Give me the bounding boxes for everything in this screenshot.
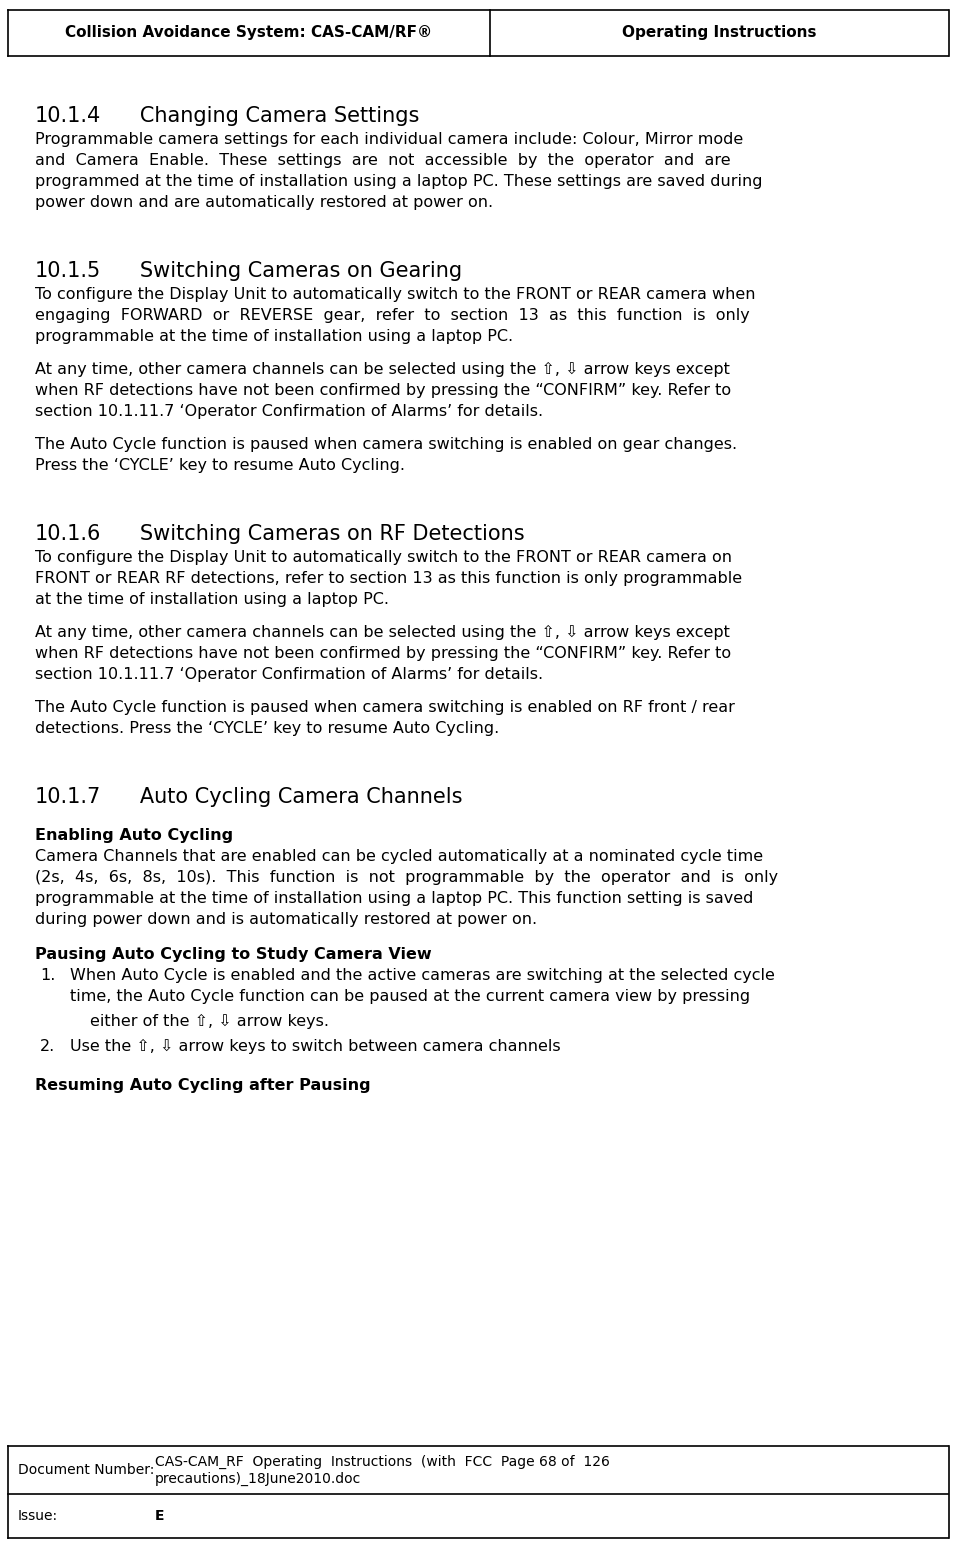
- Text: Use the ⇧, ⇩ arrow keys to switch between camera channels: Use the ⇧, ⇩ arrow keys to switch betwee…: [70, 1039, 561, 1054]
- Text: section 10.1.11.7 ‘Operator Confirmation of Alarms’ for details.: section 10.1.11.7 ‘Operator Confirmation…: [35, 666, 544, 682]
- Text: and  Camera  Enable.  These  settings  are  not  accessible  by  the  operator  : and Camera Enable. These settings are no…: [35, 153, 730, 169]
- Text: programmed at the time of installation using a laptop PC. These settings are sav: programmed at the time of installation u…: [35, 175, 763, 189]
- Text: Issue:: Issue:: [18, 1509, 58, 1523]
- Text: at the time of installation using a laptop PC.: at the time of installation using a lapt…: [35, 592, 389, 608]
- Text: Operating Instructions: Operating Instructions: [622, 25, 816, 40]
- Text: The Auto Cycle function is paused when camera switching is enabled on RF front /: The Auto Cycle function is paused when c…: [35, 700, 735, 714]
- Text: When Auto Cycle is enabled and the active cameras are switching at the selected : When Auto Cycle is enabled and the activ…: [70, 968, 775, 983]
- Text: power down and are automatically restored at power on.: power down and are automatically restore…: [35, 195, 493, 210]
- Text: when RF detections have not been confirmed by pressing the “CONFIRM” key. Refer : when RF detections have not been confirm…: [35, 646, 731, 662]
- Text: Changing Camera Settings: Changing Camera Settings: [120, 107, 419, 127]
- Text: engaging  FORWARD  or  REVERSE  gear,  refer  to  section  13  as  this  functio: engaging FORWARD or REVERSE gear, refer …: [35, 308, 749, 323]
- Text: Switching Cameras on Gearing: Switching Cameras on Gearing: [120, 261, 462, 281]
- Text: Resuming Auto Cycling after Pausing: Resuming Auto Cycling after Pausing: [35, 1078, 370, 1093]
- Text: detections. Press the ‘CYCLE’ key to resume Auto Cycling.: detections. Press the ‘CYCLE’ key to res…: [35, 720, 500, 736]
- Text: time, the Auto Cycle function can be paused at the current camera view by pressi: time, the Auto Cycle function can be pau…: [70, 989, 750, 1003]
- Text: programmable at the time of installation using a laptop PC. This function settin: programmable at the time of installation…: [35, 890, 753, 906]
- Text: CAS-CAM_RF  Operating  Instructions  (with  FCC  Page 68 of  126: CAS-CAM_RF Operating Instructions (with …: [155, 1455, 610, 1469]
- Text: To configure the Display Unit to automatically switch to the FRONT or REAR camer: To configure the Display Unit to automat…: [35, 288, 755, 301]
- Text: Document Number:: Document Number:: [18, 1463, 154, 1476]
- Text: programmable at the time of installation using a laptop PC.: programmable at the time of installation…: [35, 329, 513, 345]
- Text: Camera Channels that are enabled can be cycled automatically at a nominated cycl: Camera Channels that are enabled can be …: [35, 849, 763, 864]
- Text: 1.: 1.: [40, 968, 56, 983]
- Text: Press the ‘CYCLE’ key to resume Auto Cycling.: Press the ‘CYCLE’ key to resume Auto Cyc…: [35, 458, 405, 473]
- Text: E: E: [155, 1509, 165, 1523]
- Text: 10.1.6: 10.1.6: [35, 524, 101, 544]
- Text: To configure the Display Unit to automatically switch to the FRONT or REAR camer: To configure the Display Unit to automat…: [35, 550, 732, 564]
- Text: The Auto Cycle function is paused when camera switching is enabled on gear chang: The Auto Cycle function is paused when c…: [35, 438, 737, 451]
- Text: Switching Cameras on RF Detections: Switching Cameras on RF Detections: [120, 524, 524, 544]
- Text: (2s,  4s,  6s,  8s,  10s).  This  function  is  not  programmable  by  the  oper: (2s, 4s, 6s, 8s, 10s). This function is …: [35, 870, 778, 884]
- Text: during power down and is automatically restored at power on.: during power down and is automatically r…: [35, 912, 537, 928]
- Text: 2.: 2.: [40, 1039, 56, 1054]
- Text: Programmable camera settings for each individual camera include: Colour, Mirror : Programmable camera settings for each in…: [35, 131, 744, 147]
- Text: section 10.1.11.7 ‘Operator Confirmation of Alarms’ for details.: section 10.1.11.7 ‘Operator Confirmation…: [35, 404, 544, 419]
- Text: precautions)_18June2010.doc: precautions)_18June2010.doc: [155, 1472, 361, 1486]
- Text: Pausing Auto Cycling to Study Camera View: Pausing Auto Cycling to Study Camera Vie…: [35, 948, 432, 962]
- Text: At any time, other camera channels can be selected using the ⇧, ⇩ arrow keys exc: At any time, other camera channels can b…: [35, 362, 730, 377]
- Text: Auto Cycling Camera Channels: Auto Cycling Camera Channels: [120, 787, 462, 807]
- Text: when RF detections have not been confirmed by pressing the “CONFIRM” key. Refer : when RF detections have not been confirm…: [35, 383, 731, 397]
- Text: Enabling Auto Cycling: Enabling Auto Cycling: [35, 829, 234, 843]
- Text: FRONT or REAR RF detections, refer to section 13 as this function is only progra: FRONT or REAR RF detections, refer to se…: [35, 570, 742, 586]
- Text: Collision Avoidance System: CAS-CAM/RF®: Collision Avoidance System: CAS-CAM/RF®: [65, 25, 433, 40]
- Text: 10.1.7: 10.1.7: [35, 787, 101, 807]
- Text: either of the ⇧, ⇩ arrow keys.: either of the ⇧, ⇩ arrow keys.: [90, 1014, 329, 1030]
- Text: At any time, other camera channels can be selected using the ⇧, ⇩ arrow keys exc: At any time, other camera channels can b…: [35, 625, 730, 640]
- Text: 10.1.5: 10.1.5: [35, 261, 101, 281]
- Text: 10.1.4: 10.1.4: [35, 107, 101, 127]
